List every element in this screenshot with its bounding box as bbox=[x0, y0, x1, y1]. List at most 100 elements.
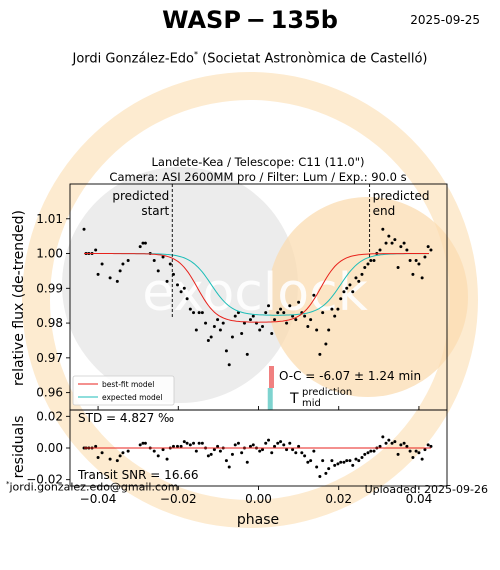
residual-point bbox=[121, 451, 125, 455]
data-point bbox=[312, 293, 316, 297]
y-tick-label: 1.00 bbox=[36, 247, 63, 261]
residual-point bbox=[366, 451, 370, 455]
residual-point bbox=[384, 441, 388, 445]
data-point bbox=[264, 311, 268, 315]
watermark-text: exoclock bbox=[142, 263, 368, 323]
data-point bbox=[96, 272, 100, 276]
residual-point bbox=[300, 451, 304, 455]
data-point bbox=[188, 307, 192, 311]
residual-point bbox=[276, 441, 280, 445]
data-point bbox=[411, 272, 415, 276]
tmid-marker bbox=[267, 388, 273, 410]
main-y-axis-ticks: 0.96 0.97 0.98 0.99 1.00 1.01 bbox=[36, 212, 70, 400]
residual-point bbox=[182, 440, 186, 444]
data-point bbox=[333, 314, 337, 318]
data-point bbox=[276, 311, 280, 315]
residual-point bbox=[420, 457, 424, 461]
data-point bbox=[270, 332, 274, 336]
y-tick-label: 0.97 bbox=[36, 351, 63, 365]
residual-point bbox=[141, 441, 145, 445]
residual-point bbox=[206, 454, 210, 458]
residual-point bbox=[282, 443, 286, 447]
residual-point bbox=[258, 449, 262, 453]
data-point bbox=[309, 318, 313, 322]
data-point bbox=[161, 255, 165, 259]
data-point bbox=[405, 248, 409, 252]
exoclock-watermark: exoclock bbox=[22, 72, 478, 528]
residual-point bbox=[194, 449, 198, 453]
residual-point bbox=[348, 459, 352, 463]
predicted-end-label-line1: predicted bbox=[373, 189, 430, 203]
residual-point bbox=[224, 459, 228, 463]
residual-point bbox=[251, 443, 255, 447]
watermark-planet bbox=[268, 197, 468, 397]
residual-point bbox=[402, 441, 406, 445]
x-tick-label: −0.04 bbox=[80, 492, 117, 506]
residual-point bbox=[248, 444, 252, 448]
data-point bbox=[381, 227, 385, 231]
data-point bbox=[216, 318, 220, 322]
residual-point bbox=[192, 441, 196, 445]
data-point bbox=[240, 332, 244, 336]
residual-point bbox=[188, 443, 192, 447]
x-tick-label: 0.00 bbox=[245, 492, 272, 506]
residual-point bbox=[297, 444, 301, 448]
data-point bbox=[372, 258, 376, 262]
data-point bbox=[171, 272, 175, 276]
data-point bbox=[348, 283, 352, 287]
data-point bbox=[420, 276, 424, 280]
data-point bbox=[426, 245, 430, 249]
data-point bbox=[182, 286, 186, 290]
residual-point bbox=[318, 475, 322, 478]
data-point bbox=[297, 300, 301, 304]
data-point bbox=[118, 269, 122, 273]
data-point bbox=[233, 314, 237, 318]
data-point bbox=[378, 248, 382, 252]
data-point bbox=[429, 248, 433, 252]
footer-email-address: jordi.gonzalez.edo@gmail.com bbox=[9, 480, 179, 494]
residual-y-tick-label: 0.02 bbox=[36, 409, 63, 423]
std-label: STD = 4.827 ‰ bbox=[78, 411, 174, 425]
data-point bbox=[212, 325, 216, 329]
residual-point bbox=[264, 441, 268, 445]
residual-point bbox=[354, 457, 358, 461]
residual-point bbox=[303, 454, 307, 458]
residual-point bbox=[245, 460, 249, 464]
data-point bbox=[396, 265, 400, 269]
data-point bbox=[417, 262, 421, 266]
residual-point bbox=[357, 459, 361, 463]
residual-point bbox=[230, 452, 234, 456]
residual-point bbox=[165, 457, 169, 461]
data-point bbox=[204, 321, 208, 325]
data-point bbox=[318, 352, 322, 356]
residual-y-tick-label: 0.00 bbox=[36, 441, 63, 455]
data-point bbox=[224, 349, 228, 353]
data-point bbox=[248, 318, 252, 322]
data-point bbox=[258, 328, 262, 332]
residual-point bbox=[175, 444, 179, 448]
data-point bbox=[354, 276, 358, 280]
data-point bbox=[251, 314, 255, 318]
data-point bbox=[115, 279, 119, 283]
data-point bbox=[82, 227, 86, 231]
residual-point bbox=[426, 443, 430, 447]
transit-chart: exoclock Landete-Kea / Telescope: C11 (1… bbox=[11, 72, 478, 528]
data-point bbox=[218, 328, 222, 332]
data-point bbox=[279, 307, 283, 311]
data-point bbox=[351, 290, 355, 294]
main-y-axis-label: relative flux (de-trended) bbox=[11, 210, 27, 386]
data-points bbox=[82, 227, 433, 367]
footer-email: *jordi.gonzalez.edo@gmail.com bbox=[6, 480, 178, 494]
data-point bbox=[273, 318, 277, 322]
residual-point bbox=[171, 444, 175, 448]
data-point bbox=[121, 262, 125, 266]
residual-y-axis-ticks: −0.02 0.00 0.02 bbox=[26, 409, 70, 487]
data-point bbox=[315, 328, 319, 332]
residual-point bbox=[96, 456, 100, 459]
observation-date: 2025-09-25 bbox=[410, 13, 480, 27]
data-point bbox=[197, 311, 201, 315]
residual-point bbox=[267, 438, 271, 442]
residual-point bbox=[408, 449, 412, 453]
data-point bbox=[282, 311, 286, 315]
residual-point bbox=[261, 448, 265, 452]
